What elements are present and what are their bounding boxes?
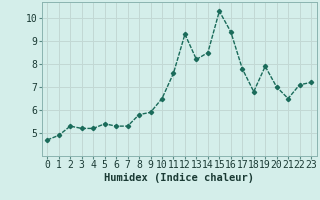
X-axis label: Humidex (Indice chaleur): Humidex (Indice chaleur) [104,173,254,183]
